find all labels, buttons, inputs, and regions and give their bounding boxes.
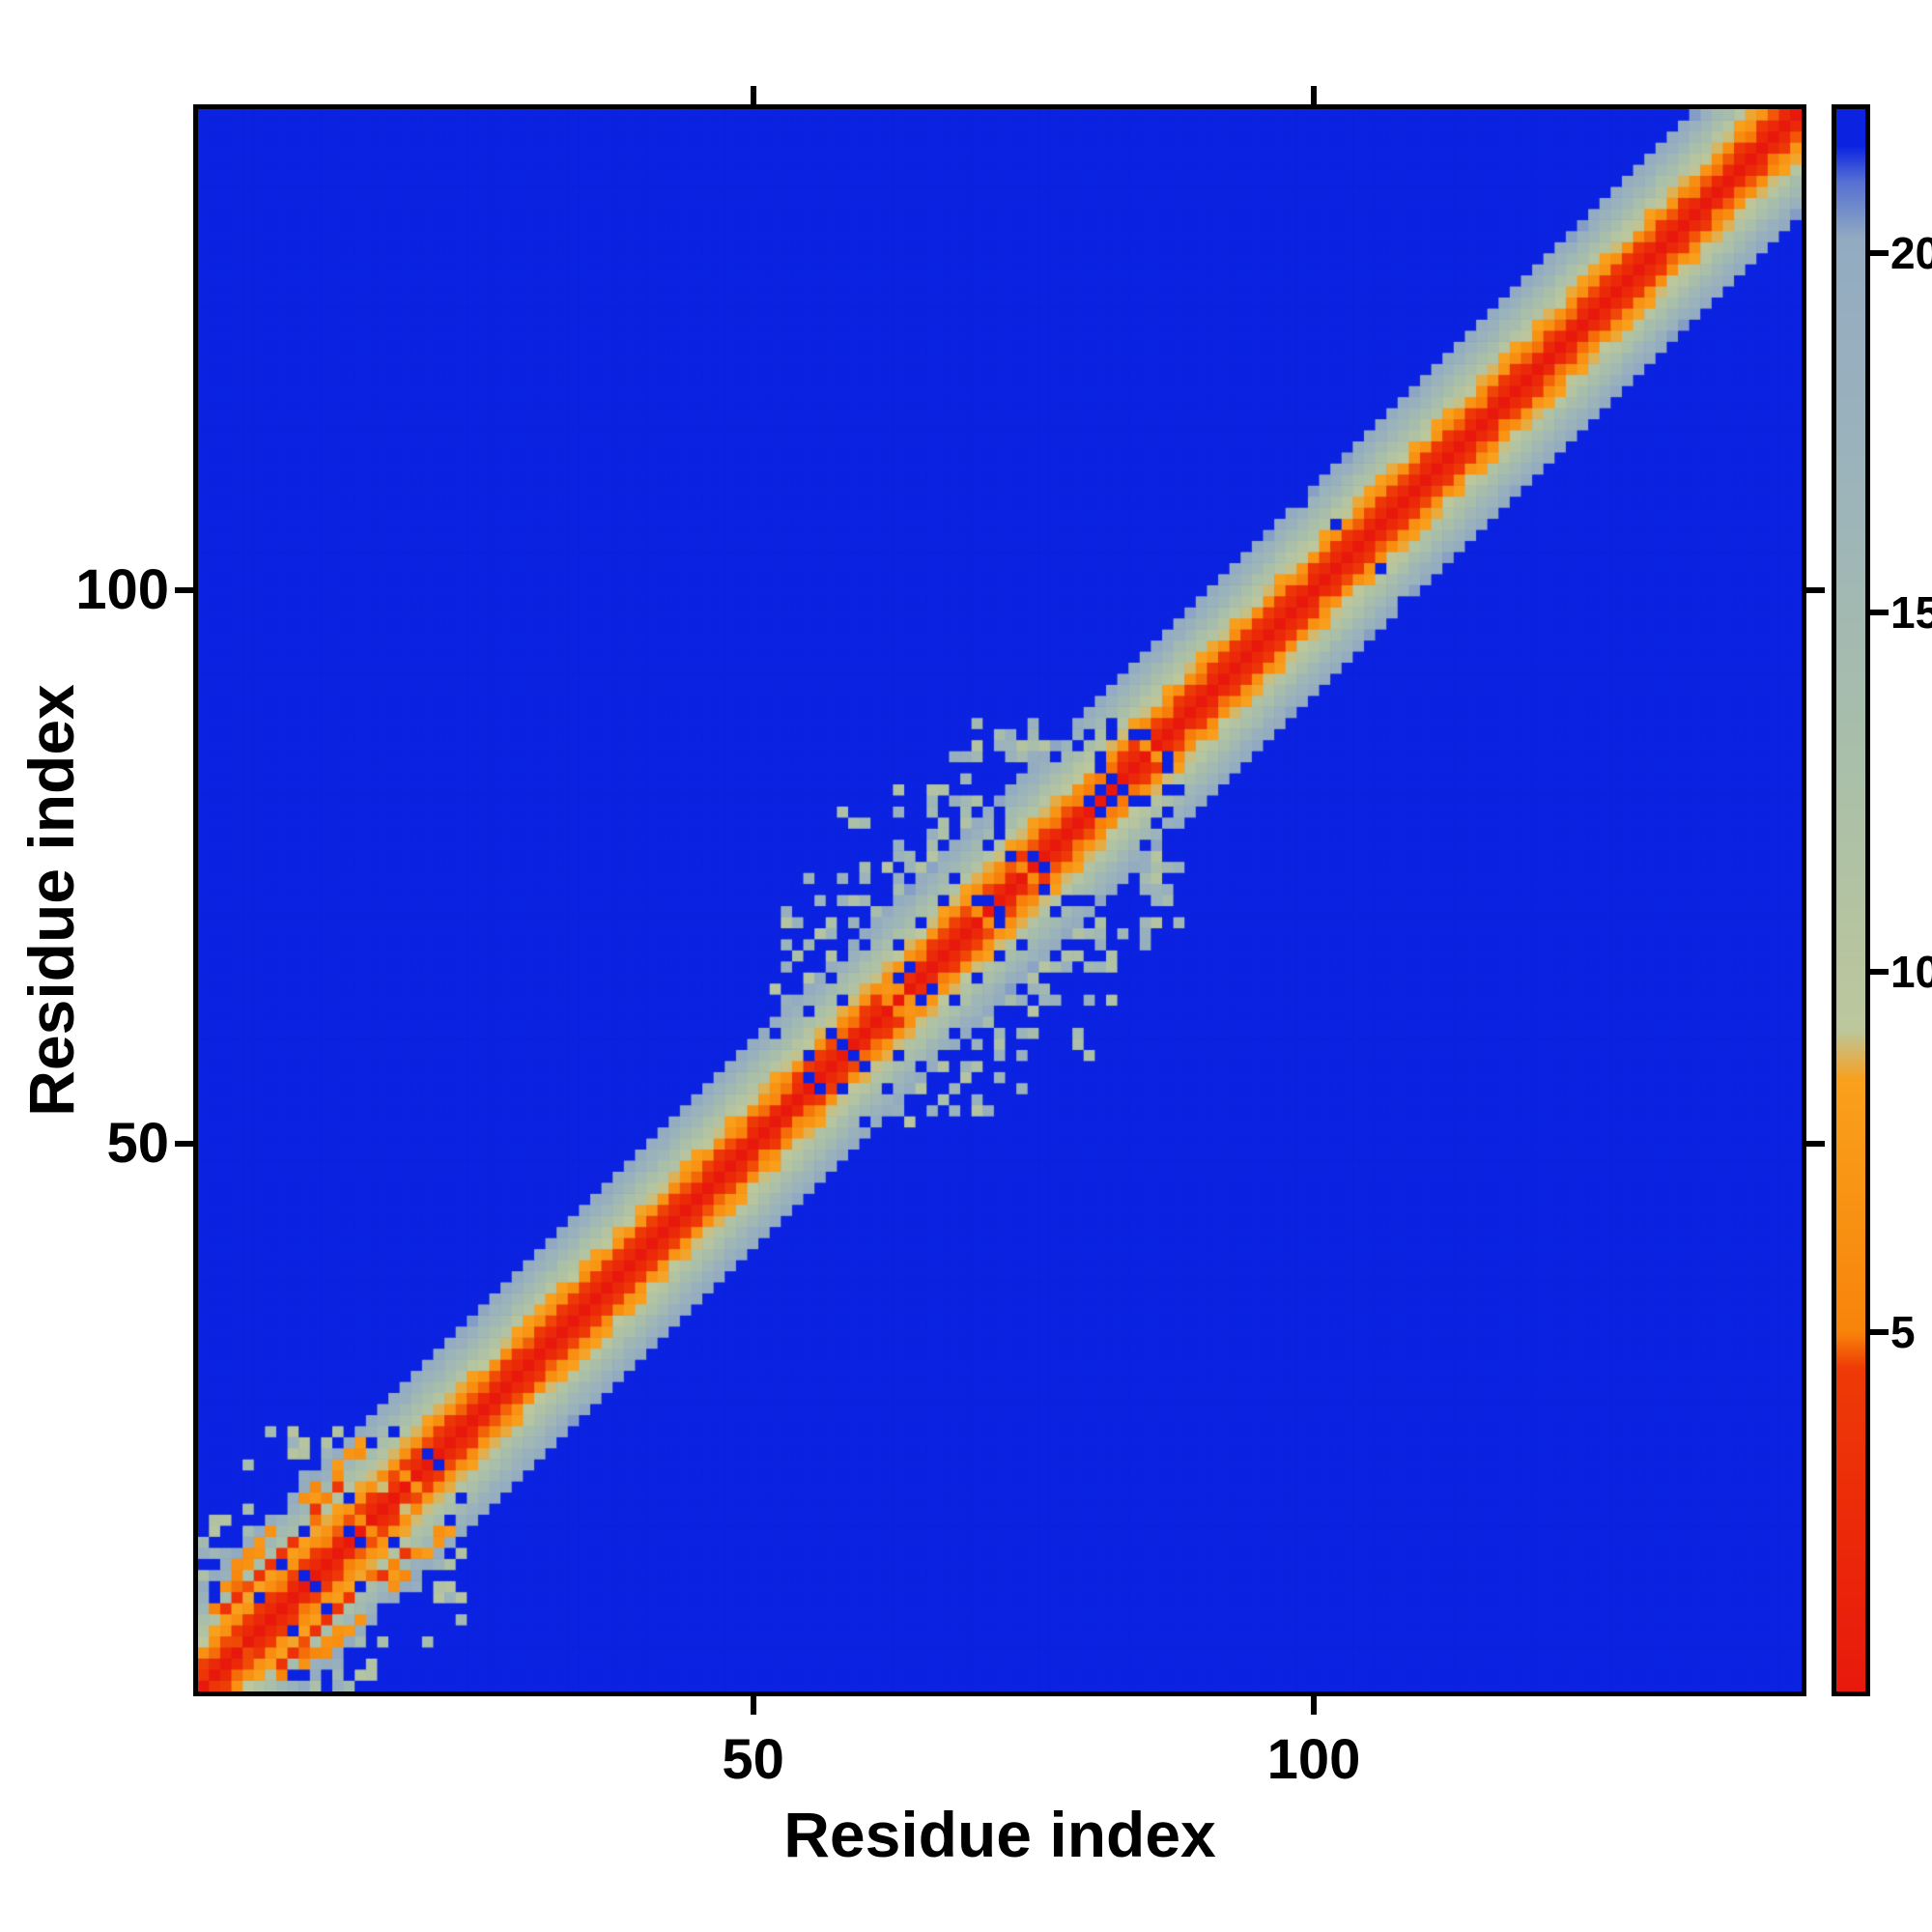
- heatmap-plot: Residue index Residue index 50 100 50 100: [15, 86, 1825, 1870]
- y-axis-tick-label-50: 50: [106, 1112, 169, 1175]
- colorbar-tick-label-20: 20: [1890, 227, 1932, 278]
- x-axis-tick-50: [750, 1696, 756, 1715]
- x-axis-tick-label-50: 50: [722, 1728, 784, 1791]
- y-axis-title: Residue index: [15, 684, 87, 1117]
- y-axis-right-tick-50: [1806, 1141, 1825, 1147]
- x-axis-top-tick-100: [1311, 86, 1318, 104]
- colorbar-tick-20: [1870, 249, 1889, 256]
- heatmap-canvas: [198, 109, 1802, 1691]
- colorbar-tick-label-10: 10: [1890, 947, 1932, 998]
- colorbar-tick-15: [1870, 610, 1889, 616]
- y-axis-right-tick-100: [1806, 587, 1825, 594]
- y-axis-tick-50: [175, 1141, 193, 1147]
- colorbar-tick-10: [1870, 969, 1889, 976]
- colorbar-canvas: [1836, 109, 1865, 1691]
- x-axis-tick-label-100: 100: [1266, 1728, 1361, 1791]
- colorbar: 5 10 15 20: [1832, 104, 1932, 1696]
- colorbar-tick-5: [1870, 1328, 1889, 1335]
- x-axis-title: Residue index: [783, 1799, 1216, 1870]
- colorbar-tick-label-15: 15: [1890, 587, 1932, 639]
- y-axis-tick-100: [175, 587, 193, 594]
- y-axis-tick-label-100: 100: [75, 558, 169, 622]
- colorbar-tick-label-5: 5: [1890, 1306, 1916, 1357]
- x-axis-tick-100: [1311, 1696, 1318, 1715]
- x-axis-top-tick-50: [750, 86, 756, 104]
